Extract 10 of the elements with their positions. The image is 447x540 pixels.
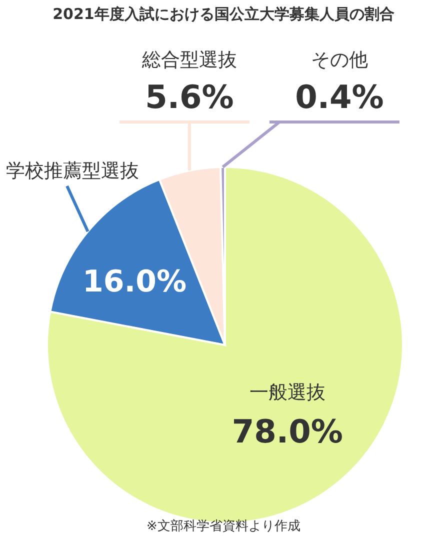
data-label: 16.0% — [82, 264, 187, 300]
data-label: 78.0% — [232, 412, 343, 450]
text: ※文部科学省資料より作成 — [146, 519, 300, 534]
data-label: 0.4% — [295, 78, 384, 116]
chart-title: 2021年度入試における国公立大学募集人員の割合 — [52, 5, 394, 23]
slice-label: 学校推薦型選抜 — [6, 160, 139, 182]
slice-label: その他 — [310, 49, 368, 71]
slice-label: 総合型選抜 — [140, 49, 237, 71]
data-label: 5.6% — [145, 78, 234, 116]
slice-label: 一般選抜 — [249, 381, 326, 404]
